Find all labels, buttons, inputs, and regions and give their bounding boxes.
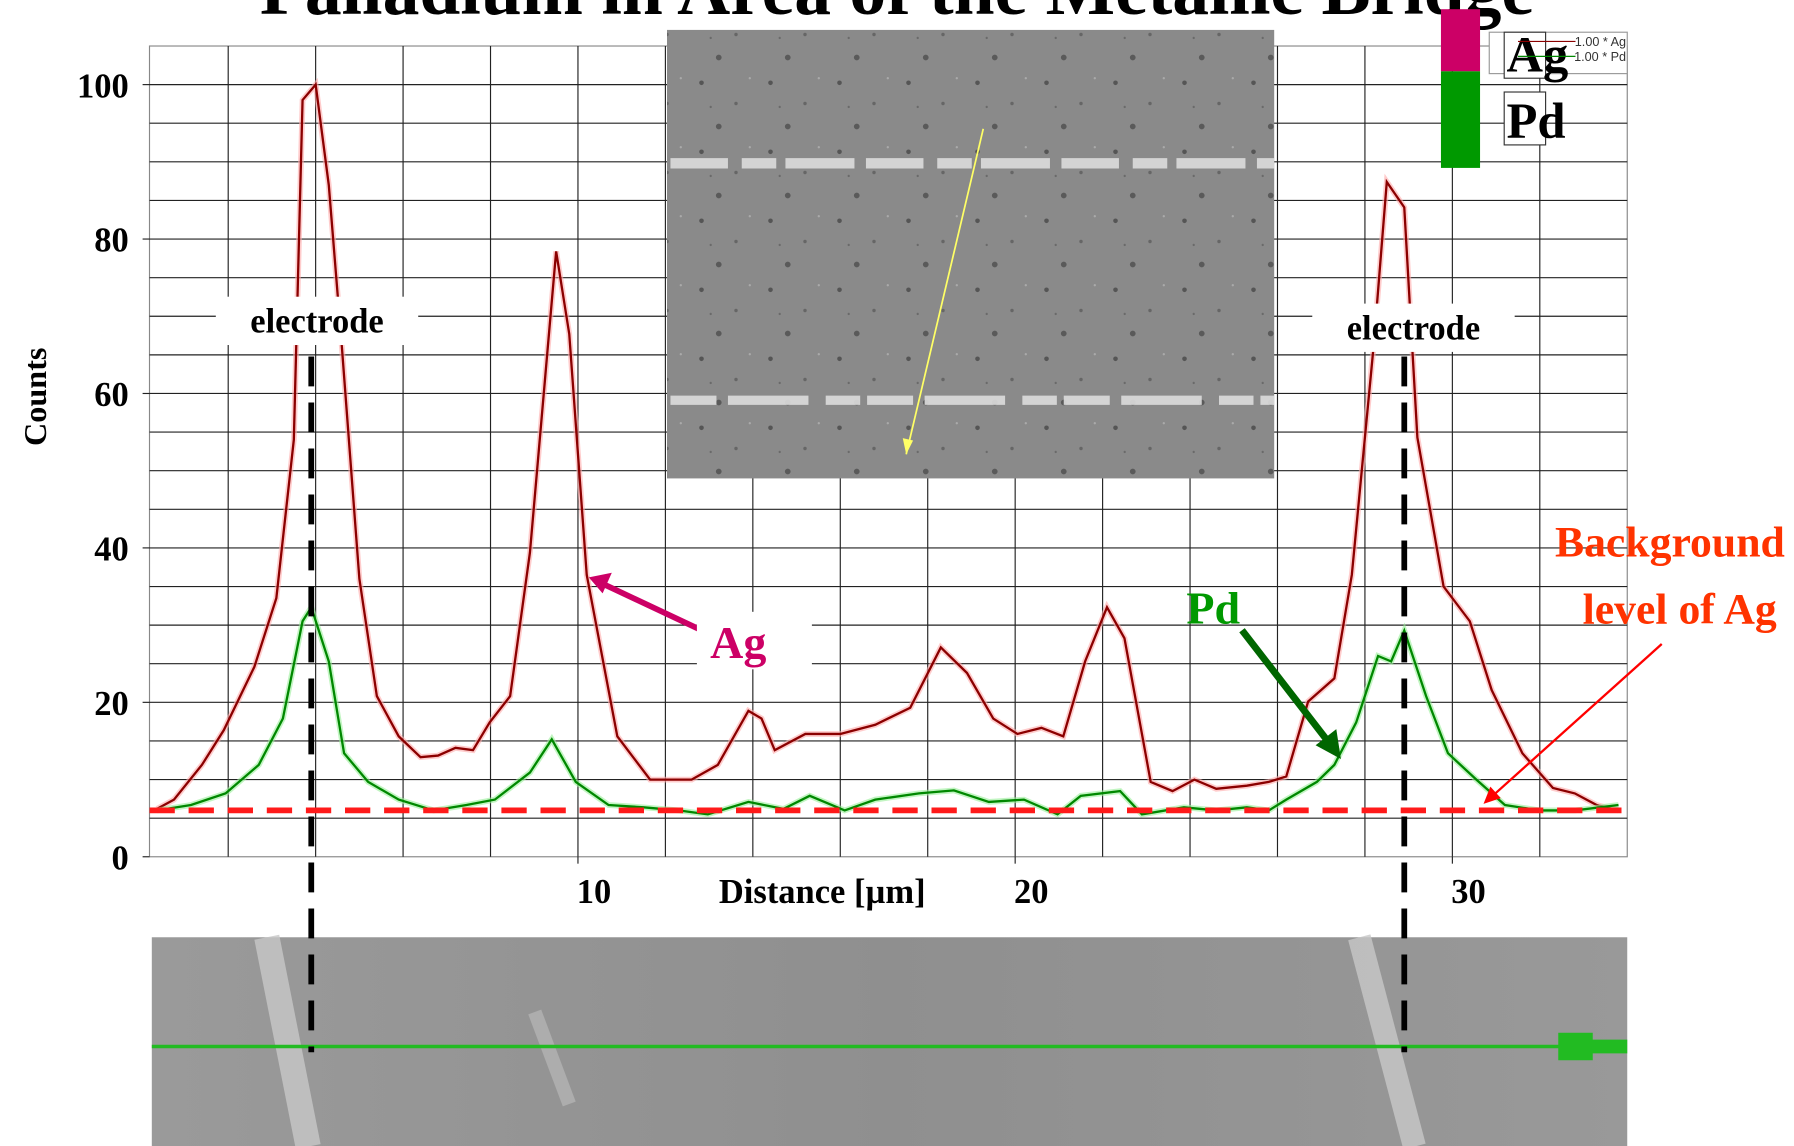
x-tick-label: 10 <box>577 873 612 911</box>
y-axis-label: Counts <box>17 348 53 446</box>
pd-arrow <box>1239 628 1331 744</box>
y-tick-label: 0 <box>112 839 129 877</box>
y-tick-label: 80 <box>94 222 128 260</box>
background-arrowhead <box>1483 786 1501 804</box>
sem-inset <box>667 29 1275 479</box>
background-arrow <box>1491 643 1663 797</box>
legend-label-box <box>1503 31 1547 79</box>
legend-swatch <box>1440 71 1481 168</box>
y-tick-label: 100 <box>77 67 129 105</box>
x-axis-label: Distance [µm] <box>719 873 926 911</box>
ag-annotation: Ag <box>710 617 766 668</box>
legend-swatch <box>1440 9 1481 72</box>
electrode-label: electrode <box>1347 309 1480 347</box>
background-annotation: level of Ag <box>1583 585 1777 633</box>
electrode-label-box <box>215 296 419 346</box>
legend: Ag 1.00 * Ag Pd 1.00 * Pd <box>1440 9 1628 168</box>
pd-arrowhead <box>1315 729 1341 760</box>
chart-title: Palladium in Area of the Metallic Bridge <box>260 0 1534 30</box>
annotations: electrode electrode Ag Pd Background level of… <box>215 296 1785 1053</box>
legend-label: Pd <box>1507 93 1566 149</box>
ag-arrowhead <box>588 572 612 594</box>
y-tick-label: 20 <box>94 685 128 723</box>
legend-label-box <box>1503 91 1547 146</box>
legend-label: Ag <box>1507 26 1569 82</box>
x-tick-label: 20 <box>1014 873 1049 911</box>
electrode-label: electrode <box>250 302 383 340</box>
inset-legend-text: 1.00 * Ag <box>1575 35 1626 49</box>
electrode-label-box <box>1312 303 1515 352</box>
pd-annotation: Pd <box>1186 582 1240 633</box>
inset-legend-text: 1.00 * Pd <box>1574 50 1626 64</box>
series-line <box>156 604 1619 816</box>
y-tick-label: 40 <box>94 531 128 569</box>
background-annotation: Background <box>1555 519 1785 567</box>
x-tick-label: 30 <box>1451 873 1486 911</box>
ag-label-box <box>696 611 812 670</box>
sem-strip <box>151 934 1628 1146</box>
ag-arrow <box>602 581 703 633</box>
y-tick-label: 60 <box>94 376 128 414</box>
